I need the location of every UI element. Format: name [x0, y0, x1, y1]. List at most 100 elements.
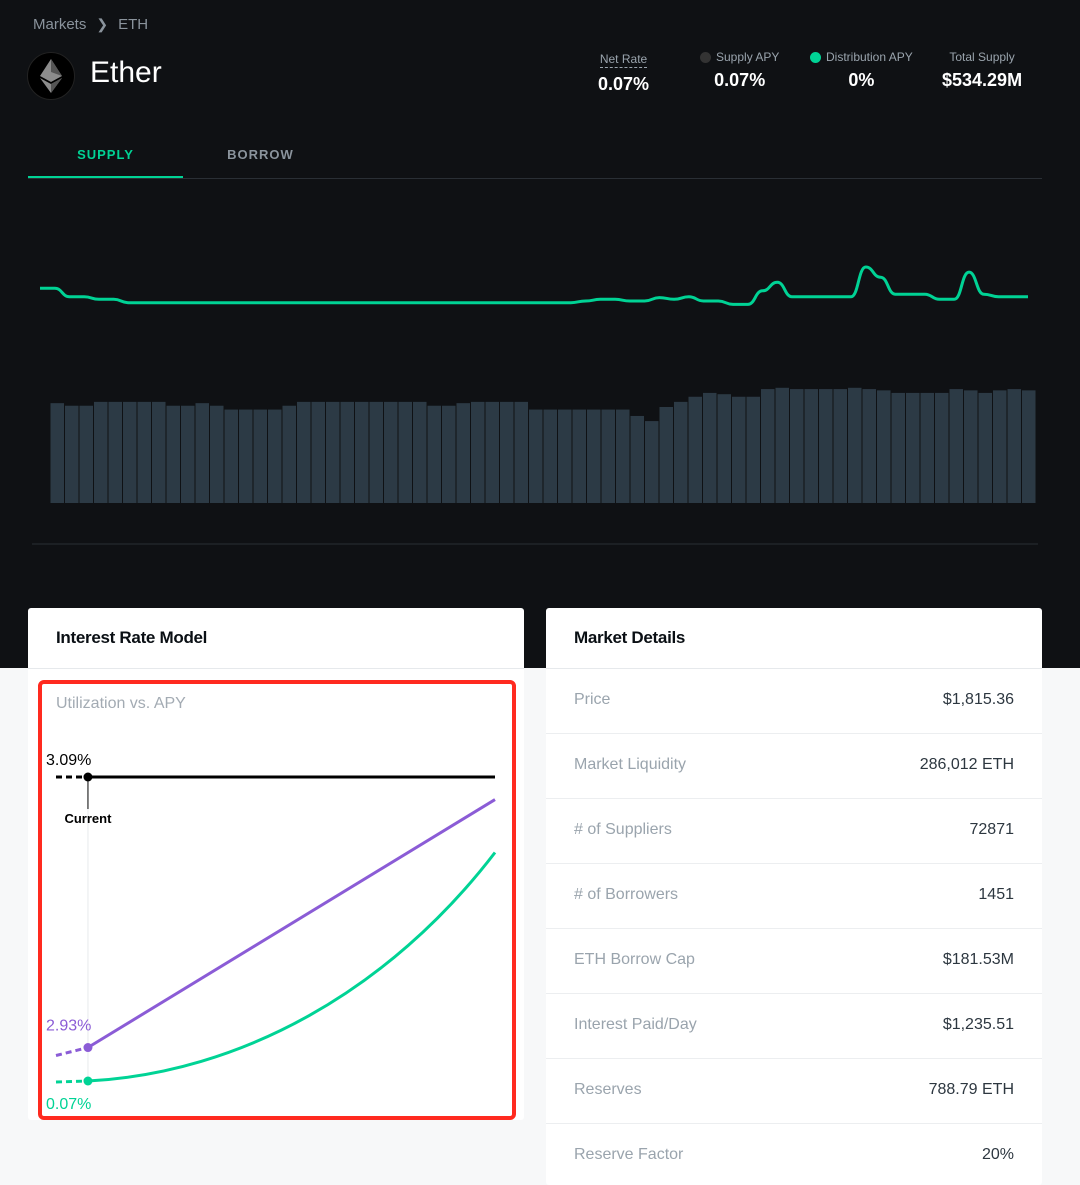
supply-bar	[616, 409, 630, 503]
detail-row: ETH Borrow Cap $181.53M	[546, 929, 1042, 994]
detail-value: 788.79 ETH	[928, 1081, 1014, 1098]
detail-row: # of Borrowers 1451	[546, 864, 1042, 929]
supply-bar	[94, 401, 108, 503]
supply-bar	[500, 401, 514, 503]
supply-bar	[1022, 390, 1036, 503]
supply-bar	[862, 389, 876, 503]
comp-token-icon	[810, 51, 821, 63]
supply-bar	[746, 396, 760, 503]
total-supply-stat: Total Supply $534.29M	[942, 50, 1022, 91]
supply-bar	[297, 401, 311, 503]
breadcrumb-current: ETH	[118, 16, 149, 33]
supply-bar	[253, 409, 267, 503]
supply-bar	[819, 389, 833, 503]
highlight-box	[38, 680, 516, 1120]
supply-apy-value: 0.07%	[714, 70, 766, 90]
total-supply-label: Total Supply	[949, 50, 1015, 64]
market-details-title: Market Details	[546, 608, 1042, 669]
supply-bar	[703, 392, 717, 503]
ethereum-icon	[700, 51, 711, 63]
detail-value: $181.53M	[942, 951, 1014, 968]
supply-bar	[833, 389, 847, 503]
detail-key: Reserves	[574, 1081, 642, 1098]
supply-bar	[123, 401, 137, 503]
ethereum-icon	[27, 52, 75, 100]
supply-apy-line-dashed	[55, 1079, 89, 1084]
supply-bar	[398, 401, 412, 503]
detail-key: Market Liquidity	[574, 756, 687, 773]
tab-supply[interactable]: SUPPLY	[28, 140, 183, 178]
supply-bar	[65, 405, 79, 503]
supply-bar	[659, 407, 673, 503]
supply-bar	[674, 401, 688, 503]
asset-title: Ether	[90, 56, 162, 89]
detail-key: Interest Paid/Day	[574, 1016, 697, 1033]
market-details-card: Market Details Price $1,815.36 Market Liqu…	[546, 608, 1042, 1185]
supply-apy-value-label: 0.07%	[46, 1096, 91, 1112]
interest-rate-model-title: Interest Rate Model	[28, 608, 524, 669]
supply-bar	[181, 405, 195, 503]
detail-row: Price $1,815.36	[546, 669, 1042, 734]
supply-bar	[906, 392, 920, 503]
detail-value: 72871	[969, 821, 1015, 838]
supply-bar	[355, 401, 369, 503]
rate-history-chart[interactable]	[28, 230, 1042, 550]
supply-bar	[920, 392, 934, 503]
market-details-list: Price $1,815.36 Market Liquidity 286,012 ET…	[546, 669, 1042, 1185]
supply-bar	[572, 409, 586, 503]
borrow-apy-line-dashed	[55, 1046, 89, 1057]
detail-row: # of Suppliers 72871	[546, 799, 1042, 864]
supply-bar	[804, 389, 818, 503]
supply-bar	[485, 401, 499, 503]
supply-bar	[282, 405, 296, 503]
interest-rate-chart[interactable]: 3.09% Current 2.93% 0.07%	[38, 740, 508, 1112]
breadcrumb-markets-link[interactable]: Markets	[33, 16, 87, 33]
supply-bar	[645, 421, 659, 503]
supply-bar	[587, 409, 601, 503]
tab-borrow[interactable]: BORROW	[227, 147, 294, 162]
supply-apy-label: Supply APY	[716, 50, 780, 64]
supply-bar	[311, 401, 325, 503]
detail-row: Reserve Factor 20%	[546, 1124, 1042, 1185]
detail-row: Interest Paid/Day $1,235.51	[546, 994, 1042, 1059]
supply-bar	[775, 387, 789, 503]
supply-bar	[79, 405, 93, 503]
supply-bar	[195, 403, 209, 503]
supply-apy-marker[interactable]	[83, 1076, 93, 1086]
supply-bar	[993, 390, 1007, 503]
supply-bar	[891, 392, 905, 503]
supply-bar	[108, 401, 122, 503]
total-supply-value: $534.29M	[942, 70, 1023, 90]
supply-bar	[935, 392, 949, 503]
net-rate-label[interactable]: Net Rate	[599, 52, 648, 68]
distribution-apy-value: 0%	[848, 70, 875, 90]
detail-key: Price	[574, 691, 611, 708]
supply-bar	[50, 403, 64, 503]
supply-bar	[790, 389, 804, 503]
supply-apy-curve	[87, 851, 497, 1083]
detail-row: Reserves 788.79 ETH	[546, 1059, 1042, 1124]
supply-bar	[630, 415, 644, 503]
supply-bar	[471, 401, 485, 503]
supply-bar	[384, 401, 398, 503]
market-header-section	[0, 0, 1080, 668]
borrow-apy-value-label: 2.93%	[46, 1018, 91, 1035]
market-tabs: SUPPLY BORROW	[28, 140, 1042, 179]
supply-bar	[1007, 389, 1021, 503]
supply-bar	[949, 389, 963, 503]
detail-key: ETH Borrow Cap	[574, 951, 695, 968]
supply-bar	[369, 401, 383, 503]
breadcrumb: Markets ❯ ETH	[33, 16, 148, 33]
detail-key: # of Suppliers	[574, 821, 672, 838]
utilization-vs-apy-subtitle: Utilization vs. APY	[56, 695, 186, 712]
supply-bar	[442, 405, 456, 503]
detail-value: $1,815.36	[942, 691, 1014, 708]
detail-value: 1451	[978, 886, 1014, 903]
supply-bar	[224, 409, 238, 503]
supply-bar	[529, 409, 543, 503]
distribution-apy-stat: Distribution APY 0%	[810, 50, 913, 91]
supply-bar	[558, 409, 572, 503]
borrow-apy-marker[interactable]	[83, 1043, 93, 1053]
supply-bar	[239, 409, 253, 503]
supply-bar	[137, 401, 151, 503]
